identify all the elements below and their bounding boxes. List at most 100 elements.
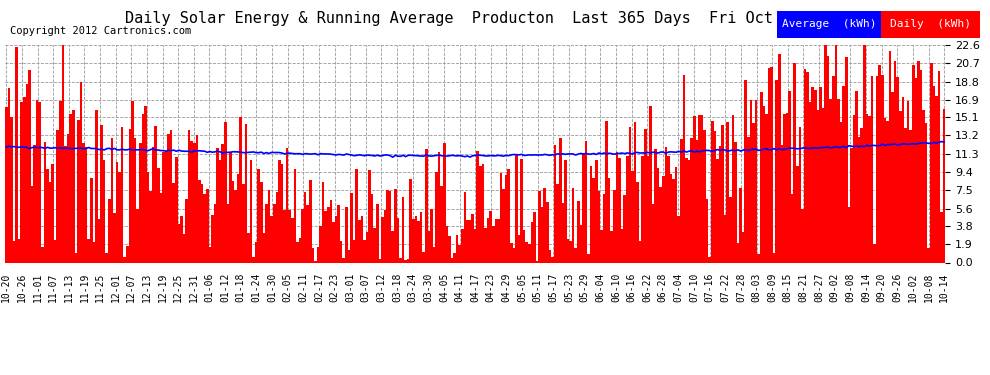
Bar: [242, 184, 245, 262]
Bar: [214, 204, 216, 262]
Bar: [15, 47, 18, 262]
Bar: [765, 114, 767, 262]
Bar: [384, 210, 386, 262]
Bar: [925, 123, 928, 262]
Bar: [193, 143, 196, 262]
Bar: [13, 241, 15, 262]
Bar: [487, 218, 489, 262]
Bar: [34, 145, 36, 262]
Bar: [838, 99, 840, 262]
Bar: [159, 194, 162, 262]
Bar: [5, 107, 8, 262]
Bar: [41, 247, 44, 262]
Bar: [786, 113, 788, 262]
Bar: [365, 232, 368, 262]
Bar: [590, 166, 592, 262]
Bar: [822, 108, 825, 262]
Bar: [203, 194, 206, 262]
Bar: [500, 172, 502, 262]
Bar: [613, 190, 616, 262]
Bar: [651, 204, 654, 262]
Bar: [18, 239, 21, 262]
Bar: [587, 254, 590, 262]
Bar: [446, 226, 448, 262]
Bar: [407, 259, 410, 262]
Bar: [842, 86, 844, 262]
Bar: [248, 233, 249, 262]
Bar: [910, 130, 912, 262]
Bar: [188, 130, 190, 262]
Bar: [301, 209, 304, 262]
Bar: [119, 172, 121, 262]
Bar: [222, 144, 224, 262]
Bar: [299, 238, 301, 262]
Bar: [262, 232, 265, 262]
Bar: [177, 224, 180, 262]
Bar: [561, 203, 564, 262]
Bar: [605, 121, 608, 262]
Bar: [788, 91, 791, 262]
Bar: [513, 248, 515, 262]
Bar: [719, 146, 722, 262]
Bar: [252, 258, 254, 262]
Bar: [897, 76, 899, 262]
Bar: [211, 215, 214, 262]
Bar: [468, 220, 471, 262]
Bar: [430, 209, 433, 262]
Bar: [577, 201, 579, 262]
Bar: [360, 216, 363, 262]
Bar: [438, 152, 441, 262]
Bar: [412, 219, 415, 262]
Bar: [224, 122, 227, 262]
Bar: [484, 228, 487, 262]
Bar: [389, 191, 391, 262]
Bar: [515, 156, 518, 262]
Bar: [706, 199, 709, 262]
Bar: [618, 158, 621, 262]
Bar: [404, 260, 407, 262]
Bar: [844, 57, 847, 262]
Bar: [804, 69, 806, 262]
Bar: [889, 51, 891, 262]
Bar: [754, 100, 757, 262]
Bar: [729, 197, 732, 262]
Bar: [855, 92, 858, 262]
Bar: [812, 87, 814, 262]
Bar: [850, 148, 852, 262]
Bar: [639, 241, 642, 262]
Bar: [603, 194, 605, 262]
Bar: [296, 242, 299, 262]
Bar: [698, 115, 701, 262]
Bar: [108, 199, 111, 262]
Bar: [267, 190, 270, 262]
Bar: [185, 199, 188, 262]
Bar: [819, 87, 822, 262]
Bar: [82, 142, 85, 262]
Bar: [832, 76, 835, 262]
Bar: [126, 246, 129, 262]
Bar: [799, 127, 801, 262]
Bar: [415, 216, 417, 262]
Bar: [286, 148, 288, 262]
Bar: [294, 169, 296, 262]
Bar: [180, 216, 183, 262]
Bar: [167, 134, 170, 262]
Bar: [172, 183, 175, 262]
Bar: [425, 149, 428, 262]
Bar: [646, 156, 649, 262]
Bar: [521, 159, 523, 262]
Bar: [825, 45, 827, 262]
Bar: [482, 164, 484, 262]
Bar: [865, 114, 868, 262]
Bar: [137, 209, 139, 262]
Bar: [868, 116, 871, 262]
Bar: [735, 142, 737, 262]
Bar: [598, 192, 600, 262]
Bar: [245, 124, 248, 262]
Bar: [696, 140, 698, 262]
Bar: [254, 242, 257, 262]
Bar: [428, 231, 430, 262]
Bar: [436, 172, 438, 262]
Bar: [508, 169, 510, 262]
Bar: [659, 187, 662, 262]
